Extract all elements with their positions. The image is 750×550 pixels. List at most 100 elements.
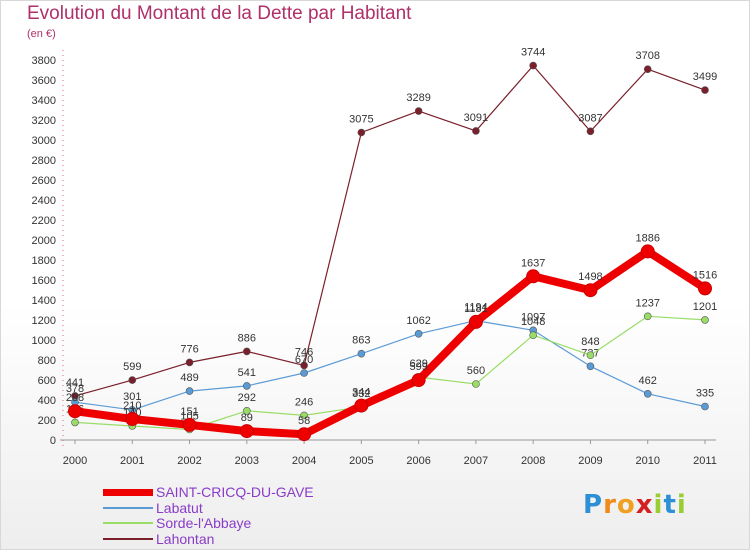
data-label: 670	[295, 354, 313, 366]
data-label: 344	[352, 387, 370, 399]
data-label: 3091	[464, 112, 488, 124]
data-point	[586, 127, 595, 136]
data-label: 210	[123, 400, 141, 412]
x-tick-label: 2001	[120, 455, 144, 467]
data-label: 89	[241, 412, 253, 424]
data-point	[300, 411, 308, 420]
logo-letter: r	[603, 490, 617, 520]
data-label: 1194	[464, 302, 488, 314]
series-line	[74, 247, 708, 439]
x-tick-label: 2003	[235, 455, 259, 467]
data-label: 462	[639, 375, 657, 387]
data-label: 1201	[693, 301, 717, 313]
data-label: 863	[352, 335, 370, 347]
data-point	[300, 361, 308, 370]
data-point	[698, 281, 712, 296]
data-label: 105	[180, 411, 198, 423]
y-tick-label: 1200	[32, 315, 56, 327]
data-point	[185, 387, 194, 395]
data-point	[243, 382, 251, 390]
y-tick-label: 400	[38, 395, 56, 407]
y-tick-label: 1800	[32, 255, 56, 267]
legend-label: Lahontan	[156, 531, 215, 547]
data-point	[243, 347, 251, 356]
series-line	[74, 64, 706, 397]
data-label: 3744	[521, 47, 545, 59]
data-point	[357, 349, 366, 358]
data-label: 335	[696, 388, 714, 400]
legend-swatch	[103, 507, 153, 509]
data-label: 599	[123, 361, 141, 373]
x-tick-label: 2010	[635, 455, 659, 467]
data-label: 58	[298, 415, 310, 427]
legend-item-lahontan: Lahontan	[103, 531, 214, 547]
logo-letter: P	[583, 490, 604, 520]
data-label: 560	[467, 365, 485, 377]
x-tick-label: 2000	[63, 455, 87, 467]
legend-swatch	[103, 522, 153, 524]
logo-letter: x	[635, 490, 654, 520]
y-tick-label: 200	[38, 415, 56, 427]
y-tick-label: 2400	[32, 195, 56, 207]
data-label: 886	[238, 332, 256, 344]
series-line	[74, 320, 706, 411]
data-point	[643, 312, 652, 321]
chart-title: Evolution du Montant de la Dette par Hab…	[27, 3, 412, 24]
data-point	[643, 389, 652, 398]
data-point	[529, 331, 537, 340]
legend-item-saint-cricq: SAINT-CRICQ-DU-GAVE	[103, 484, 314, 500]
data-label: 1886	[635, 232, 659, 244]
proxiti-logo: Proxiti	[583, 490, 687, 520]
data-point	[297, 427, 312, 442]
y-tick-label: 0	[50, 435, 56, 447]
data-label: 1516	[693, 269, 717, 281]
y-tick-label: 600	[38, 375, 56, 387]
legend-label: Sorde-l'Abbaye	[156, 515, 252, 531]
data-point	[357, 128, 366, 137]
data-point	[468, 314, 483, 329]
data-label: 1062	[406, 315, 430, 327]
x-tick-label: 2011	[693, 455, 717, 467]
data-label: 1237	[635, 297, 659, 309]
data-point	[701, 86, 709, 94]
data-point	[701, 316, 709, 324]
data-point	[526, 269, 541, 284]
data-label: 3087	[578, 112, 602, 124]
logo-letter: t	[663, 490, 677, 520]
data-label: 3289	[406, 92, 430, 104]
data-point	[472, 127, 480, 135]
data-point	[68, 404, 82, 419]
x-tick-label: 2002	[177, 455, 201, 467]
data-point	[182, 417, 197, 432]
y-tick-label: 3200	[32, 115, 56, 127]
legend-swatch	[103, 488, 153, 496]
data-point	[354, 398, 369, 413]
data-point	[701, 402, 709, 411]
data-point	[185, 358, 194, 367]
x-tick-label: 2007	[464, 455, 488, 467]
logo-letter: i	[676, 490, 687, 520]
series-line	[74, 315, 706, 431]
y-tick-label: 3600	[32, 75, 56, 87]
logo-letter: i	[653, 490, 664, 520]
data-label: 1637	[521, 257, 545, 269]
data-point	[71, 418, 79, 427]
legend-item-labatut: Labatut	[103, 500, 203, 516]
data-label: 441	[66, 377, 84, 389]
data-point	[583, 283, 598, 298]
data-point	[414, 107, 423, 115]
data-point	[300, 369, 308, 377]
y-tick-label: 1400	[32, 295, 56, 307]
y-tick-label: 800	[38, 355, 56, 367]
data-point	[239, 424, 254, 439]
data-label: 378	[66, 383, 84, 395]
data-point	[414, 329, 423, 338]
data-label: 541	[238, 367, 256, 379]
data-label: 489	[180, 372, 198, 384]
data-point	[472, 380, 480, 388]
y-tick-label: 2200	[32, 215, 56, 227]
data-label: 301	[123, 391, 141, 403]
legend-item-sorde: Sorde-l'Abbaye	[103, 515, 251, 531]
